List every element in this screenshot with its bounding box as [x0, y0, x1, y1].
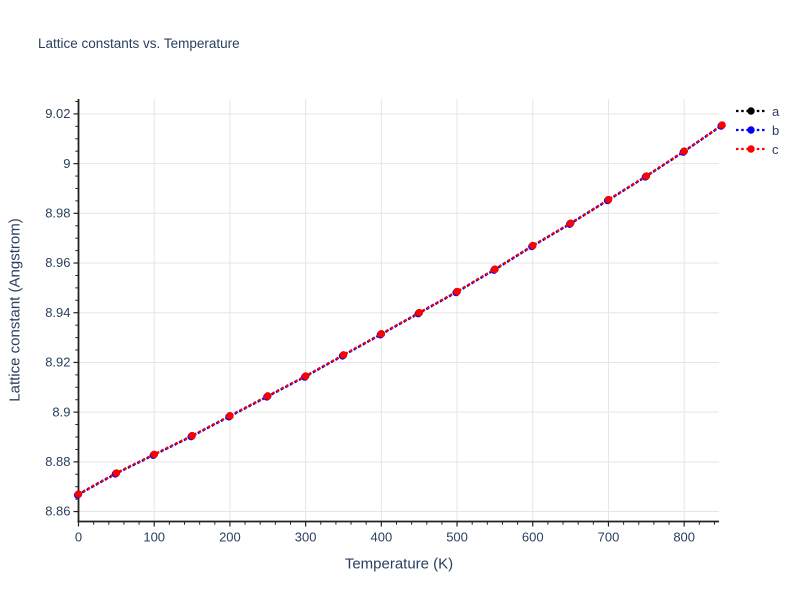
x-tick-label: 600 — [522, 530, 544, 545]
legend-sample-a — [736, 107, 766, 115]
x-tick-label: 700 — [598, 530, 620, 545]
series-c-marker — [642, 172, 651, 180]
legend-item-c[interactable]: c — [735, 140, 779, 158]
series-c-marker — [718, 121, 726, 129]
series-c-marker — [453, 287, 461, 296]
legend-item-a[interactable]: a — [735, 102, 779, 120]
y-tick-label: 8.86 — [45, 504, 70, 519]
x-tick-label: 500 — [446, 530, 468, 545]
x-tick-label: 0 — [75, 530, 82, 545]
series-c-marker — [566, 219, 575, 227]
legend-sample-c — [736, 145, 766, 153]
x-tick-label: 400 — [370, 530, 392, 545]
legend-label-b: b — [772, 122, 780, 138]
y-tick-label: 9 — [63, 156, 70, 171]
series-c-marker — [301, 372, 310, 380]
x-tick-label: 800 — [673, 530, 695, 545]
series-c-marker — [491, 265, 499, 273]
series-c-marker — [74, 490, 83, 498]
y-tick-label: 9.02 — [45, 106, 70, 121]
series-c-marker — [188, 432, 196, 440]
series-c-marker — [226, 412, 234, 420]
legend-label-c: c — [772, 141, 779, 157]
series-c-marker — [529, 241, 537, 250]
y-tick-label: 8.96 — [45, 255, 70, 270]
x-tick-label: 200 — [219, 530, 241, 545]
y-tick-label: 8.94 — [45, 305, 70, 320]
series-a-line — [77, 124, 723, 496]
x-tick-label: 300 — [295, 530, 317, 545]
series-c-line — [77, 124, 723, 496]
x-axis-title: Temperature (K) — [344, 555, 454, 573]
legend-label-a: a — [772, 103, 780, 119]
series-c-marker — [604, 195, 613, 204]
y-tick-label: 8.92 — [45, 355, 70, 370]
legend-item-b[interactable]: b — [735, 121, 779, 139]
series-c-marker — [150, 450, 158, 459]
y-tick-label: 8.9 — [52, 404, 70, 419]
series-c-marker — [339, 351, 348, 359]
series-c-marker — [377, 330, 386, 338]
y-tick-label: 8.88 — [45, 454, 70, 469]
y-axis-title: Lattice constant (Angstrom) — [6, 218, 24, 402]
y-tick-label: 8.98 — [45, 205, 70, 220]
legend-sample-b — [736, 126, 766, 134]
x-tick-label: 100 — [143, 530, 165, 545]
chart-title: Lattice constants vs. Temperature — [38, 36, 240, 51]
series-c-marker — [264, 392, 272, 400]
series-c-marker — [415, 309, 423, 317]
series-b-line — [77, 125, 722, 497]
series-c-marker — [680, 147, 688, 155]
series-c-marker — [112, 469, 121, 477]
